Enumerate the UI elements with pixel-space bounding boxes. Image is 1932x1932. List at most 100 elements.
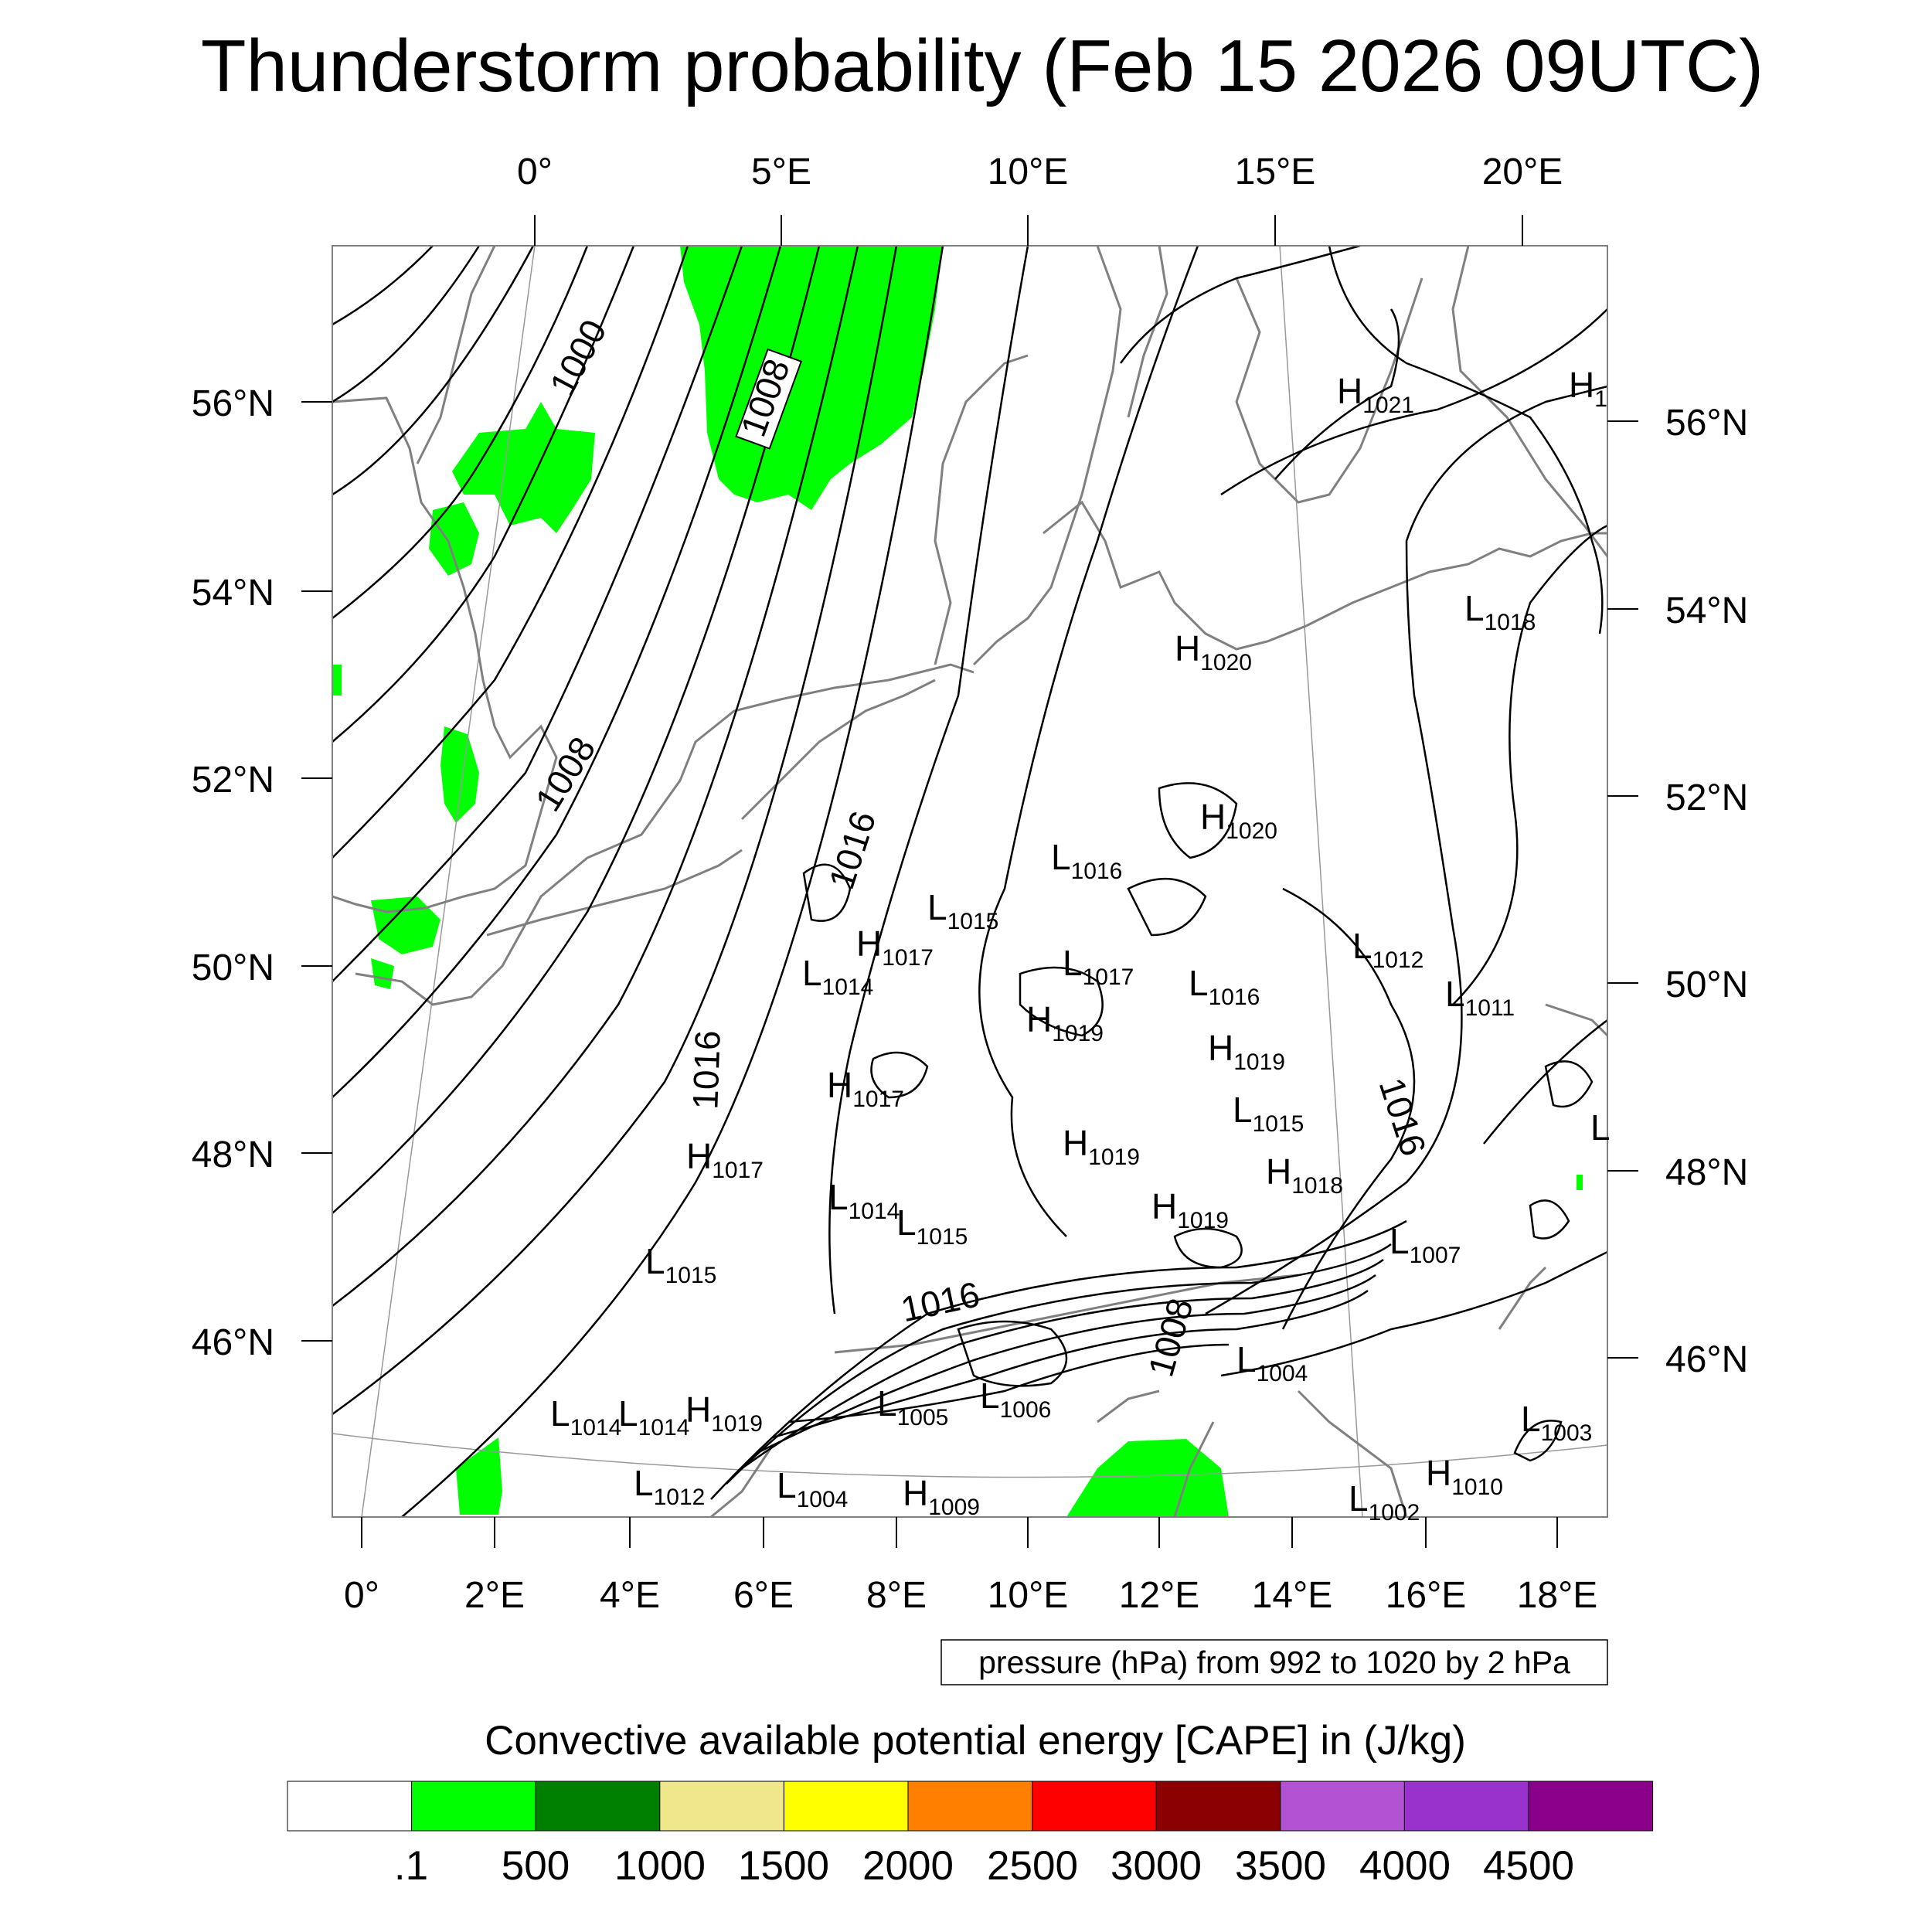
pressure-value: 1017 <box>712 1158 764 1183</box>
colorbar-swatch <box>1280 1781 1405 1832</box>
pressure-value: 1017 <box>1083 964 1134 990</box>
pressure-value: 1004 <box>1257 1361 1308 1386</box>
colorbar-label: 3000 <box>1111 1843 1202 1889</box>
pressure-value: 1019 <box>711 1411 763 1437</box>
pressure-value: 1014 <box>638 1415 690 1440</box>
pressure-marker: H1017 <box>856 923 934 971</box>
pressure-value: 1017 <box>852 1087 904 1112</box>
top-lon-label: 15°E <box>1235 151 1316 192</box>
pressure-marker: L1014 <box>618 1393 689 1440</box>
pressure-value: 1019 <box>1233 1049 1285 1075</box>
cape-shading <box>332 246 1583 1517</box>
pressure-note-text: pressure (hPa) from 992 to 1020 by 2 hPa <box>978 1645 1570 1680</box>
colorbar-swatch <box>659 1781 784 1832</box>
cape-area-mediterranean-e <box>1066 1439 1229 1517</box>
pressure-marker: L <box>1590 1107 1611 1148</box>
left-lat-label: 56°N <box>192 383 274 424</box>
pressure-type: L <box>828 1177 849 1217</box>
bottom-lon-label: 18°E <box>1517 1575 1598 1616</box>
pressure-type: H <box>827 1065 852 1105</box>
pressure-value: 1012 <box>654 1485 706 1510</box>
pressure-type: L <box>645 1241 665 1281</box>
colorbar-label: 2500 <box>987 1843 1078 1889</box>
pressure-type: L <box>802 953 822 993</box>
isobar-label: 1016 <box>685 1029 728 1110</box>
pressure-type: L <box>980 1376 1000 1416</box>
pressure-type: L <box>1590 1107 1611 1148</box>
alpine-isobars <box>710 1219 1407 1500</box>
pressure-type: L <box>1063 943 1083 983</box>
pressure-marker: L1004 <box>777 1465 848 1512</box>
pressure-type: L <box>877 1383 897 1423</box>
pressure-type: H <box>1337 371 1362 411</box>
pressure-marker: L1014 <box>550 1393 621 1440</box>
colorbar-labels: .1 500 1000 1500 2000 2500 3000 3500 400… <box>394 1843 1574 1889</box>
pressure-note: pressure (hPa) from 992 to 1020 by 2 hPa <box>940 1639 1608 1685</box>
pressure-value: 1004 <box>797 1487 849 1512</box>
pressure-value: 1003 <box>1541 1420 1593 1446</box>
pressure-value: 1014 <box>822 975 874 1000</box>
right-latitude-labels: 56°N 54°N 52°N 50°N 48°N 46°N <box>1665 403 1748 1380</box>
colorbar-swatch <box>535 1781 661 1832</box>
colorbar-swatch <box>1155 1781 1281 1832</box>
pressure-marker: L1005 <box>877 1383 948 1430</box>
colorbar-label: 1000 <box>614 1843 706 1889</box>
top-longitude-labels: 0° 5°E 10°E 15°E 20°E <box>517 151 1563 192</box>
pressure-type: L <box>1445 974 1465 1014</box>
colorbar-swatch <box>907 1781 1033 1832</box>
right-lat-label: 50°N <box>1665 964 1748 1005</box>
colorbar-swatch <box>287 1781 413 1832</box>
pressure-marker: H1021 <box>1337 371 1414 418</box>
pressure-marker: L1016 <box>1051 837 1122 884</box>
colorbar-swatch <box>1032 1781 1157 1832</box>
right-lat-label: 48°N <box>1665 1152 1748 1193</box>
pressure-value: 1002 <box>1369 1500 1420 1526</box>
pressure-marker: H1019 <box>1151 1186 1229 1233</box>
pressure-type: H <box>1208 1028 1233 1068</box>
pressure-marker: L1002 <box>1349 1478 1420 1526</box>
pressure-marker: L1003 <box>1521 1399 1592 1446</box>
axis-ticks <box>301 215 1638 1548</box>
bottom-lon-label: 8°E <box>866 1575 927 1616</box>
pressure-type: L <box>1389 1221 1410 1261</box>
pressure-marker: H1019 <box>1063 1123 1140 1170</box>
pressure-marker: L1014 <box>802 953 873 1000</box>
figure-title: Thunderstorm probability (Feb 15 2026 09… <box>201 25 1764 107</box>
pressure-type: H <box>903 1473 928 1513</box>
pressure-marker: L1017 <box>1063 943 1134 990</box>
pressure-type: L <box>1189 963 1209 1003</box>
colorbar-title: Convective available potential energy [C… <box>485 1718 1466 1764</box>
colorbar <box>287 1781 1654 1832</box>
pressure-marker: L1016 <box>1189 963 1260 1010</box>
cape-area-north-sea <box>680 246 943 510</box>
pressure-marker: L1011 <box>1445 974 1515 1021</box>
pressure-type: L <box>1051 837 1071 877</box>
map-border <box>332 245 1608 1518</box>
pressure-type: L <box>550 1393 570 1434</box>
pressure-marker: H1009 <box>903 1473 980 1520</box>
pressure-value: 1011 <box>1465 995 1515 1021</box>
pressure-marker: H1020 <box>1175 628 1252 675</box>
right-lat-label: 54°N <box>1665 590 1748 631</box>
pressure-type: L <box>1233 1090 1253 1130</box>
left-lat-label: 54°N <box>192 573 274 614</box>
pressure-value: 1017 <box>882 945 934 971</box>
pressure-marker: L1015 <box>645 1241 716 1288</box>
pressure-value: 1018 <box>1291 1173 1343 1199</box>
right-lat-label: 56°N <box>1665 403 1748 444</box>
pressure-value: 1015 <box>947 909 999 934</box>
pressure-marker: L1014 <box>828 1177 900 1224</box>
right-lat-label: 46°N <box>1665 1339 1748 1380</box>
colorbar-label: .1 <box>394 1843 428 1889</box>
cape-area-uk-south <box>440 726 479 823</box>
cape-area-uk-east <box>452 402 595 533</box>
pressure-marker: H1019 <box>1208 1028 1285 1075</box>
colorbar-label: 3500 <box>1235 1843 1326 1889</box>
pressure-type: H <box>1151 1186 1177 1226</box>
map-plot-area <box>332 244 1609 1519</box>
pressure-type: L <box>896 1202 917 1243</box>
colorbar-swatch <box>411 1781 536 1832</box>
pressure-type: H <box>1569 365 1594 405</box>
pressure-type: H <box>685 1389 711 1430</box>
